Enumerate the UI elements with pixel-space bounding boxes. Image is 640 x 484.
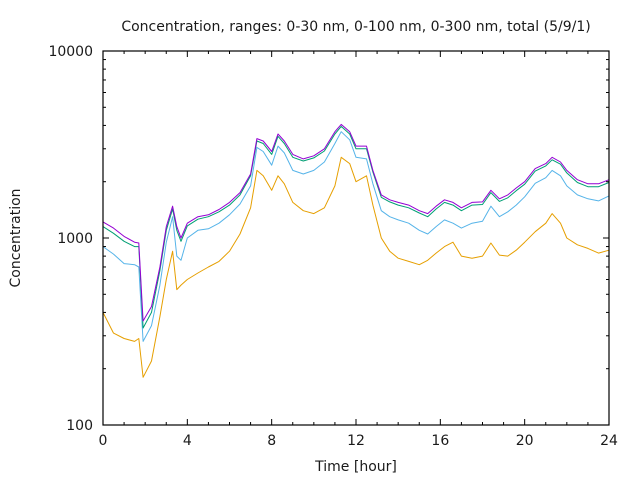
x-tick-label: 16 — [431, 433, 449, 449]
series-line-0-300-nm — [102, 125, 610, 329]
axis-layer: 0 4 8 12 16 20 24 100 1000 10000 — [48, 44, 618, 449]
series-layer — [102, 123, 610, 378]
y-tick-label: 100 — [66, 418, 93, 434]
chart-title: Concentration, ranges: 0-30 nm, 0-100 nm… — [121, 19, 590, 35]
x-tick-label: 12 — [347, 433, 365, 449]
y-tick-label: 1000 — [57, 231, 93, 247]
series-line-0-100-nm — [102, 131, 610, 342]
y-tick-label: 10000 — [48, 44, 93, 60]
x-tick-label: 4 — [183, 433, 192, 449]
x-tick-label: 0 — [99, 433, 108, 449]
y-axis-label: Concentration — [8, 188, 24, 287]
x-axis-label: Time [hour] — [314, 459, 397, 475]
x-tick-label: 20 — [516, 433, 534, 449]
series-line-total — [102, 123, 610, 322]
x-tick-label: 8 — [267, 433, 276, 449]
x-tick-label: 24 — [600, 433, 618, 449]
series-line-0-30-nm — [102, 156, 610, 378]
